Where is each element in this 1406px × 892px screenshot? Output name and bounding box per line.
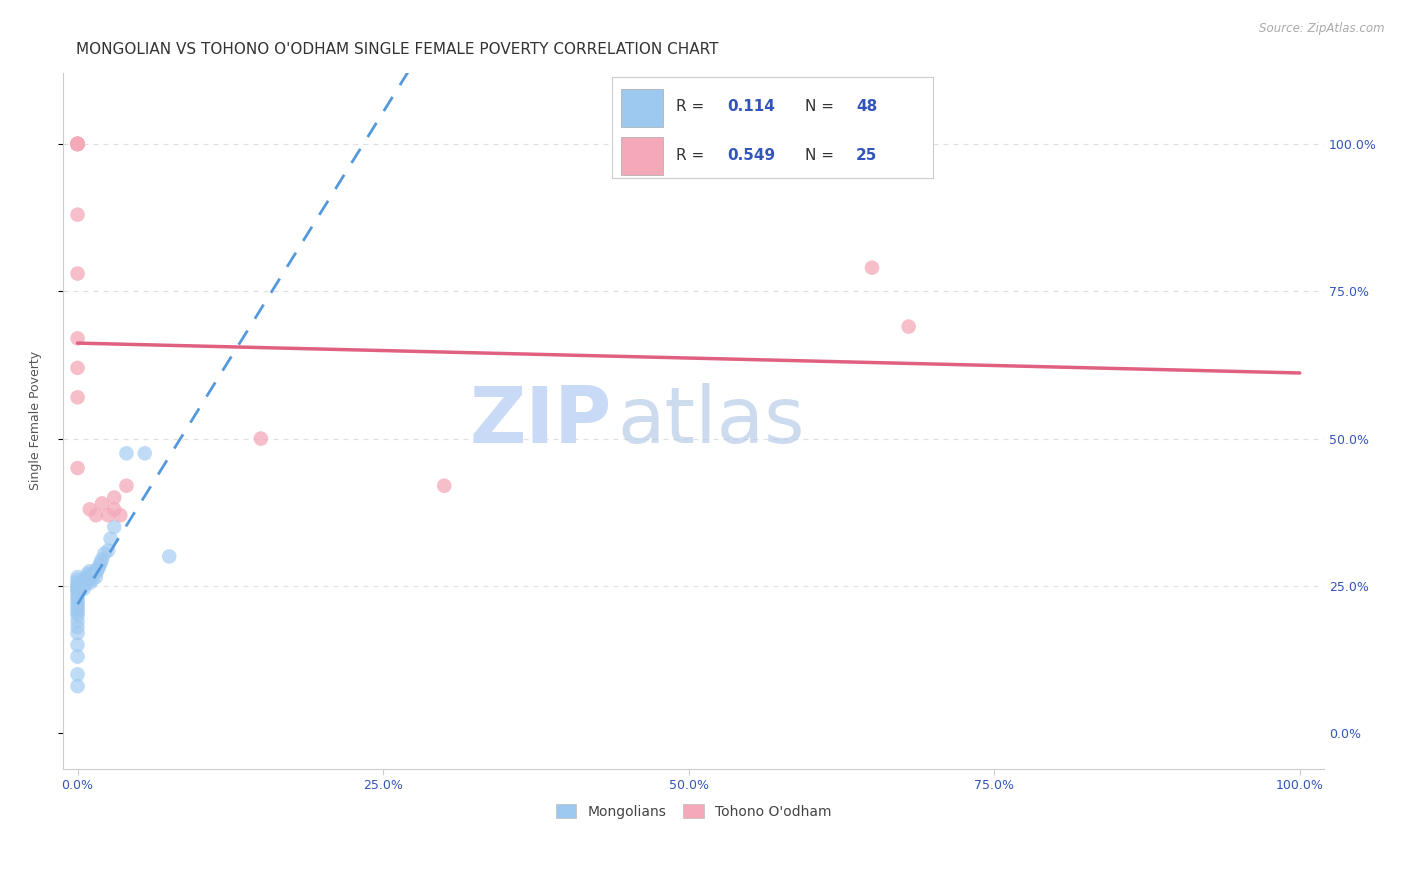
Point	[66, 582, 89, 596]
Point	[66, 267, 89, 281]
Point	[66, 582, 89, 596]
Point	[103, 502, 125, 516]
Point	[250, 432, 273, 446]
Point	[79, 502, 101, 516]
Point	[66, 608, 89, 623]
Point	[82, 573, 104, 587]
Point	[84, 508, 107, 523]
Point	[103, 491, 125, 505]
Point	[115, 446, 138, 460]
Point	[89, 558, 111, 573]
Point	[77, 570, 100, 584]
Point	[66, 620, 89, 634]
Point	[115, 479, 138, 493]
Point	[86, 564, 108, 578]
Point	[66, 579, 89, 593]
Point	[66, 136, 89, 151]
Text: MONGOLIAN VS TOHONO O'ODHAM SINGLE FEMALE POVERTY CORRELATION CHART: MONGOLIAN VS TOHONO O'ODHAM SINGLE FEMAL…	[76, 42, 718, 57]
Point	[860, 260, 883, 275]
Point	[66, 638, 89, 652]
Point	[897, 319, 920, 334]
Y-axis label: Single Female Poverty: Single Female Poverty	[30, 351, 42, 491]
Point	[66, 573, 89, 587]
Point	[103, 520, 125, 534]
Point	[66, 614, 89, 628]
Point	[66, 360, 89, 375]
Point	[66, 136, 89, 151]
Point	[66, 626, 89, 640]
Text: atlas: atlas	[617, 383, 806, 458]
Point	[79, 576, 101, 591]
Point	[66, 136, 89, 151]
Point	[66, 649, 89, 664]
Point	[100, 532, 122, 546]
Legend: Mongolians, Tohono O'odham: Mongolians, Tohono O'odham	[550, 798, 837, 824]
Point	[66, 606, 89, 620]
Point	[433, 479, 456, 493]
Point	[66, 136, 89, 151]
Point	[66, 588, 89, 602]
Point	[97, 543, 120, 558]
Point	[110, 508, 132, 523]
Point	[66, 136, 89, 151]
Point	[134, 446, 156, 460]
Point	[66, 570, 89, 584]
Point	[83, 564, 105, 578]
Point	[66, 579, 89, 593]
Point	[66, 576, 89, 591]
Point	[157, 549, 180, 564]
Text: Source: ZipAtlas.com: Source: ZipAtlas.com	[1260, 22, 1385, 36]
Point	[66, 136, 89, 151]
Point	[79, 570, 101, 584]
Point	[93, 547, 115, 561]
Point	[66, 461, 89, 475]
Point	[73, 573, 96, 587]
Point	[76, 573, 98, 587]
Point	[66, 584, 89, 599]
Point	[66, 599, 89, 614]
Point	[66, 597, 89, 611]
Text: ZIP: ZIP	[470, 383, 612, 458]
Point	[66, 591, 89, 605]
Point	[66, 679, 89, 693]
Point	[76, 567, 98, 582]
Point	[84, 570, 107, 584]
Point	[66, 390, 89, 404]
Point	[79, 564, 101, 578]
Point	[66, 667, 89, 681]
Point	[82, 567, 104, 582]
Point	[90, 555, 112, 569]
Point	[73, 582, 96, 596]
Point	[91, 496, 114, 510]
Point	[66, 208, 89, 222]
Point	[66, 136, 89, 151]
Point	[66, 593, 89, 607]
Point	[97, 508, 120, 523]
Point	[87, 561, 110, 575]
Point	[66, 331, 89, 345]
Point	[91, 552, 114, 566]
Point	[66, 602, 89, 616]
Point	[75, 576, 97, 591]
